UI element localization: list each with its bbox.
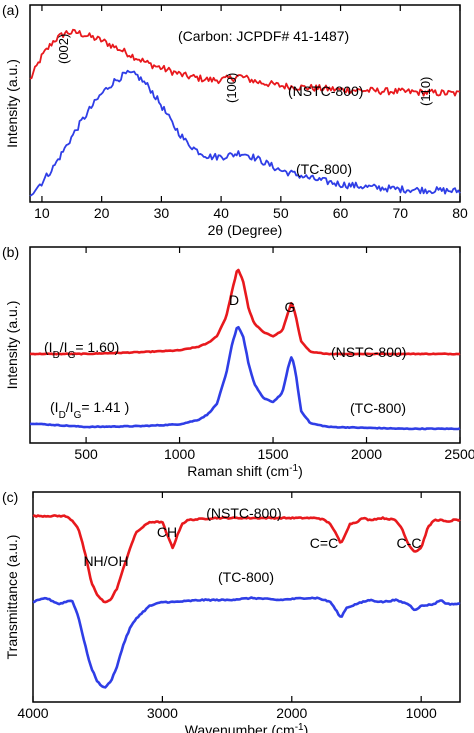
x-tick-label: 3000 [147,705,178,721]
peak-label: (110) [418,77,433,106]
peak-label: (002) [56,34,71,64]
band-label: C-C [397,535,422,551]
x-tick-label: 1000 [164,446,195,462]
series-line-nstc-800 [32,514,461,604]
peak-label: (100) [224,73,239,103]
x-tick-label: 20 [94,205,110,221]
band-label: C=C [310,535,338,551]
panel-c: 4000 3000 2000 1000 Wavenumber (cm-1) Transmi… [2,489,461,733]
panel-label: (a) [2,2,19,18]
series-label-nstc-800: (NSTC-800) [331,344,406,360]
x-tick-label: 1500 [257,446,288,462]
y-axis-label: Transmittance (a.u.) [4,535,20,660]
x-tick-label: 60 [333,205,349,221]
series-label-tc-800: (TC-800) [350,400,406,416]
x-tick-label: 500 [74,446,98,462]
band-label: NH/OH [83,553,128,569]
x-tick-label: 30 [154,205,170,221]
annotation-text: (Carbon: JCPDF# 41-1487) [178,28,349,44]
series-line-tc-800 [29,325,461,431]
band-label: CH [157,524,177,540]
x-tick-label: 2500 [444,446,474,462]
x-axis-label: 2θ (Degree) [208,222,283,238]
series-label-tc-800: (TC-800) [218,569,274,585]
y-axis-label: Intensity (a.u.) [4,59,20,148]
panel-label: (c) [2,489,18,505]
x-tick-label: 1000 [406,705,437,721]
series-line-nstc-800 [29,28,461,97]
peak-label-d: D [229,292,239,308]
ratio-label: (ID/IG= 1.41 ) [50,399,129,421]
series-line-nstc-800 [29,268,461,356]
x-tick-label: 2000 [351,446,382,462]
x-tick-label: 4000 [17,705,48,721]
x-axis-label: Wavenumber (cm-1) [185,722,309,733]
panel-label: (b) [2,244,19,260]
panel-b: 500 1000 1500 2000 2500 Raman shift (cm-1) Int… [2,244,474,479]
series-label-nstc-800: (NSTC-800) [206,505,281,521]
plot-frame [29,4,461,203]
x-tick-label: 80 [452,205,468,221]
peak-label-g: G [285,299,296,315]
series-line-tc-800 [29,69,461,197]
x-tick-label: 50 [273,205,289,221]
y-axis-label: Intensity (a.u.) [4,301,20,390]
ratio-label: (ID/IG= 1.60) [44,339,119,361]
plot-frame [29,246,461,444]
panel-a: 10 20 30 40 50 60 70 80 2θ (Degree) Intensity (a.… [2,2,468,238]
x-tick-label: 70 [392,205,408,221]
x-tick-label: 40 [213,205,229,221]
x-tick-label: 10 [34,205,50,221]
series-label-tc-800: (TC-800) [296,161,352,177]
plot-frame [32,491,461,703]
x-axis-label: Raman shift (cm-1) [187,463,303,480]
series-label-nstc-800: (NSTC-800) [288,83,363,99]
x-tick-label: 2000 [276,705,307,721]
series-line-tc-800 [32,596,461,689]
